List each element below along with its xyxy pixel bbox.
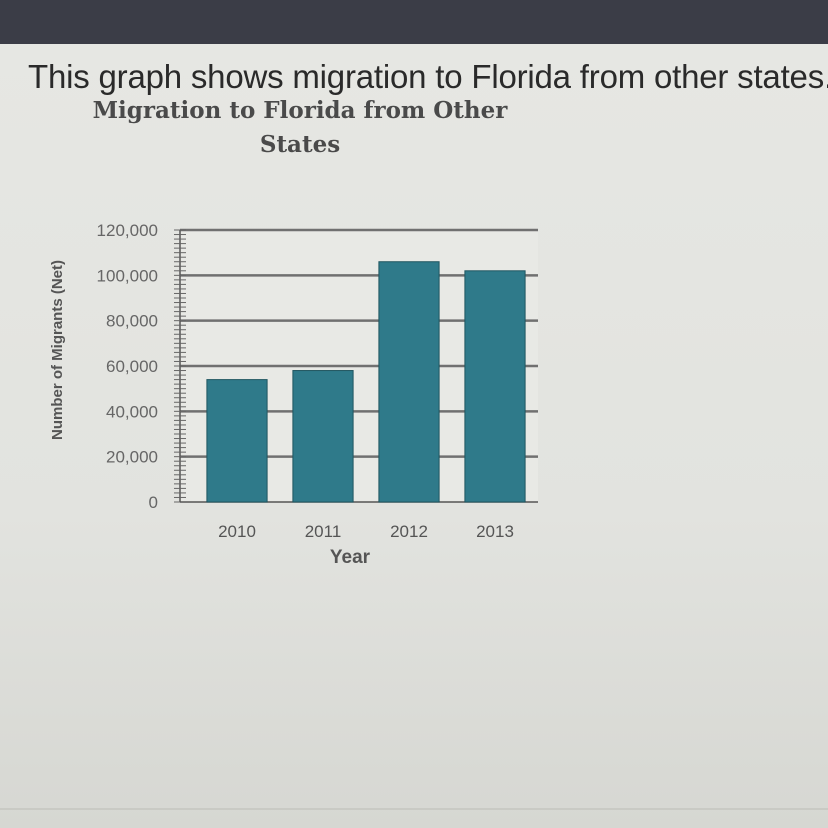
- x-axis-title: Year: [330, 547, 371, 568]
- x-tick-label: 2010: [218, 522, 256, 541]
- browser-top-bar: [0, 0, 828, 44]
- y-axis-title: Number of Migrants (Net): [49, 260, 66, 440]
- y-tick-label: 0: [149, 493, 158, 512]
- axis-labels: 0 20,000 40,000 60,000 80,000 100,000 120,000 2…: [97, 221, 514, 541]
- y-tick-label: 60,000: [106, 357, 158, 376]
- bar: [206, 379, 268, 503]
- bar: [378, 261, 440, 503]
- x-tick-label: 2011: [305, 522, 342, 541]
- y-tick-label: 120,000: [97, 221, 158, 240]
- page-divider: [0, 808, 828, 810]
- bars: [206, 261, 526, 503]
- bar: [292, 370, 354, 503]
- question-prompt: This graph shows migration to Florida fr…: [28, 58, 828, 95]
- x-tick-label: 2012: [390, 522, 428, 541]
- y-tick-label: 100,000: [97, 266, 158, 285]
- bar: [464, 270, 526, 503]
- y-tick-label: 20,000: [106, 448, 158, 467]
- y-tick-label: 40,000: [106, 402, 158, 421]
- chart-title: Migration to Florida from Other States: [92, 97, 508, 158]
- y-tick-label: 80,000: [106, 312, 158, 331]
- x-tick-label: 2013: [476, 522, 514, 541]
